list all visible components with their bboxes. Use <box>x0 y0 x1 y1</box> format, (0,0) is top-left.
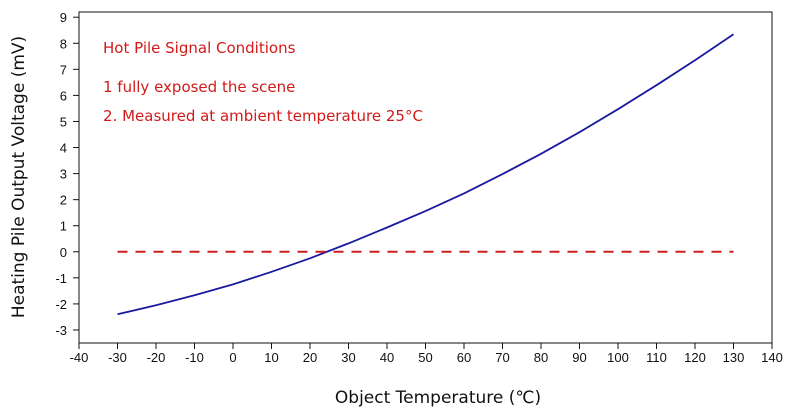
x-tick-label: 120 <box>684 350 706 365</box>
x-tick-label: 70 <box>495 350 509 365</box>
x-tick-label: 20 <box>303 350 317 365</box>
annotation-line-2: 2. Measured at ambient temperature 25°C <box>103 107 423 125</box>
x-tick-label: 60 <box>457 350 471 365</box>
x-tick-label: 30 <box>341 350 355 365</box>
x-tick-label: 90 <box>572 350 586 365</box>
x-tick-label: 100 <box>607 350 629 365</box>
x-tick-label: 80 <box>534 350 548 365</box>
y-tick-label: 8 <box>60 36 67 51</box>
y-tick-label: 0 <box>60 245 67 260</box>
annotation-line-1: 1 fully exposed the scene <box>103 78 295 96</box>
x-tick-label: -30 <box>108 350 127 365</box>
annotation-heading: Hot Pile Signal Conditions <box>103 39 296 57</box>
x-tick-label: 130 <box>723 350 745 365</box>
x-tick-label: 10 <box>264 350 278 365</box>
y-axis-ticks: -3 -2 -1 0 1 2 3 4 5 6 7 8 9 <box>55 10 79 338</box>
annotation-box: Hot Pile Signal Conditions 1 fully expos… <box>103 39 423 125</box>
x-tick-label: 0 <box>229 350 236 365</box>
x-tick-label: 50 <box>418 350 432 365</box>
y-tick-label: -2 <box>55 297 67 312</box>
y-tick-label: 7 <box>60 62 67 77</box>
y-axis-title: Heating Pile Output Voltage (mV) <box>9 36 29 318</box>
y-tick-label: -3 <box>55 323 67 338</box>
x-tick-label: 40 <box>380 350 394 365</box>
y-tick-label: 9 <box>60 10 67 25</box>
y-tick-label: 6 <box>60 88 67 103</box>
x-tick-label: 140 <box>761 350 783 365</box>
x-tick-label: -40 <box>70 350 89 365</box>
x-tick-label: 110 <box>646 350 667 365</box>
y-tick-label: 1 <box>60 219 67 234</box>
x-axis-ticks: -40 -30 -20 -10 0 10 20 30 40 50 60 70 80 90 100 110 120… <box>70 343 783 365</box>
x-tick-label: -10 <box>185 350 204 365</box>
voltage-curve <box>117 33 735 316</box>
y-tick-label: 4 <box>60 141 67 156</box>
y-tick-label: 5 <box>60 114 67 129</box>
series-layer <box>117 33 735 316</box>
y-tick-label: 2 <box>60 193 67 208</box>
plot-frame <box>78 11 773 344</box>
x-tick-label: -20 <box>147 350 166 365</box>
y-tick-label: -1 <box>55 271 67 286</box>
x-axis-title: Object Temperature (℃) <box>335 388 541 408</box>
y-tick-label: 3 <box>60 167 67 182</box>
